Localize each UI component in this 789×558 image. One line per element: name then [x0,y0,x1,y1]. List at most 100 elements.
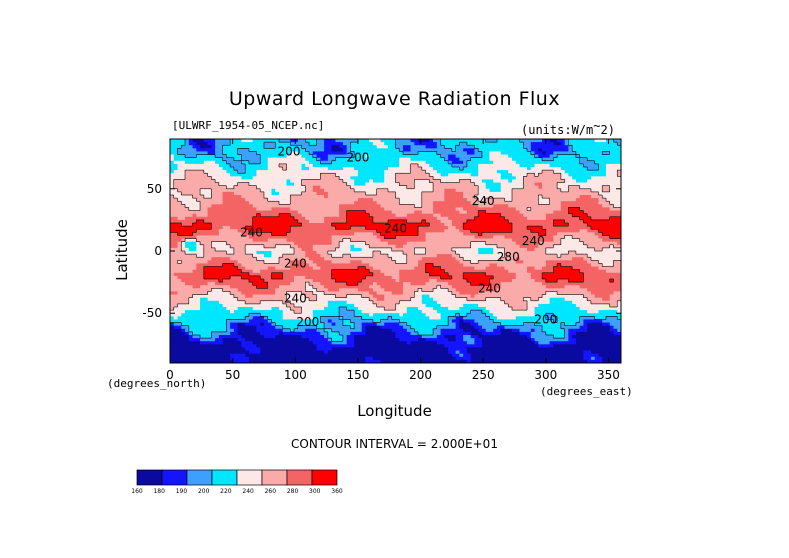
heatmap-cell [613,204,618,208]
heatmap-cell [335,204,340,208]
heatmap-cell [572,229,577,233]
heatmap-cell [534,257,539,261]
heatmap-cell [196,254,201,258]
heatmap-cell [564,198,569,202]
heatmap-cell [553,219,558,224]
heatmap-cell [587,232,592,236]
heatmap-cell [590,219,596,224]
heatmap-cell [448,154,453,159]
heatmap-cell [391,154,396,159]
heatmap-cell [211,232,216,236]
heatmap-cell [519,185,524,190]
heatmap-cell [309,170,314,174]
heatmap-cell [545,260,550,264]
heatmap-cell [557,232,562,236]
heatmap-cell [508,232,513,236]
heatmap-cell [583,219,588,224]
heatmap-cell [222,207,227,211]
heatmap-cell [579,247,584,252]
heatmap-cell [512,216,517,221]
heatmap-cell [263,213,269,218]
heatmap-cell [207,247,212,252]
heatmap-cell [617,207,621,211]
heatmap-cell [451,182,457,187]
heatmap-cell [297,251,302,255]
heatmap-cell [598,247,603,252]
heatmap-cell [542,173,547,177]
heatmap-cell [448,145,453,149]
heatmap-cell [384,142,389,146]
heatmap-cell [241,182,246,187]
heatmap-cell [369,142,374,146]
heatmap-cell [474,191,479,196]
heatmap-cell [433,216,438,221]
heatmap-cell [233,191,239,196]
units-label: (units:W/m~2) [521,119,615,137]
heatmap-cell [414,219,419,224]
heatmap-cell [496,188,502,193]
heatmap-cell [399,173,404,177]
heatmap-cell [594,210,599,215]
heatmap-cell [414,167,419,171]
heatmap-cell [549,201,554,205]
heatmap-cell [372,191,378,196]
heatmap-cell [609,247,614,252]
heatmap-cell [425,163,430,168]
heatmap-cell [320,216,325,221]
heatmap-cell [478,195,483,199]
heatmap-cell [331,139,336,143]
heatmap-cell [200,198,205,202]
heatmap-cell [481,139,487,143]
heatmap-cell [508,260,513,264]
heatmap-cell [177,251,182,255]
heatmap-cell [230,191,235,196]
heatmap-cell [590,151,596,155]
heatmap-cell [466,148,472,152]
heatmap-cell [320,173,325,177]
heatmap-cell [395,170,400,174]
heatmap-cell [504,173,509,177]
heatmap-cell [297,167,302,171]
heatmap-cell [406,216,411,221]
heatmap-cell [534,157,539,162]
heatmap-cell [361,247,366,252]
heatmap-cell [361,185,366,190]
heatmap-cell [455,226,460,230]
heatmap-cell [241,160,246,165]
heatmap-cell [605,207,611,211]
heatmap-cell [572,213,577,218]
heatmap-cell [433,139,438,143]
heatmap-cell [248,148,254,152]
heatmap-cell [527,145,532,149]
heatmap-cell [192,154,197,159]
heatmap-cell [515,260,520,264]
heatmap-cell [271,198,276,202]
heatmap-cell [609,235,614,239]
heatmap-cell [523,176,528,180]
heatmap-cell [203,257,208,261]
heatmap-cell [286,179,291,183]
heatmap-cell [263,188,269,193]
heatmap-cell [451,157,457,162]
heatmap-cell [508,185,513,190]
heatmap-cell [609,157,614,162]
heatmap-cell [387,163,393,168]
heatmap-cell [455,201,460,205]
heatmap-cell [391,185,396,190]
heatmap-cell [481,163,487,168]
heatmap-cell [237,163,242,168]
heatmap-cell [267,142,272,146]
heatmap-cell [436,145,441,149]
heatmap-cell [575,195,581,199]
heatmap-cell [493,244,498,249]
heatmap-cell [278,204,284,208]
heatmap-cell [564,260,569,264]
heatmap-cell [305,238,310,243]
heatmap-cell [493,151,498,155]
heatmap-cell [395,219,400,224]
heatmap-cell [324,219,329,224]
heatmap-cell [410,145,415,149]
heatmap-cell [282,157,287,162]
heatmap-cell [286,241,291,246]
heatmap-cell [485,145,490,149]
